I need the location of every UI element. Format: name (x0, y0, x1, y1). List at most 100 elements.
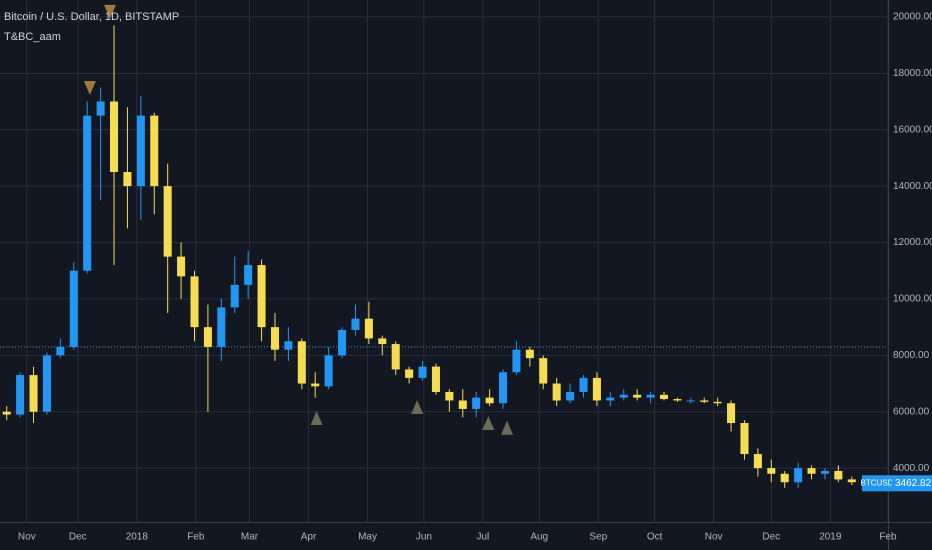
candle-body (713, 401, 722, 404)
candle-body (69, 270, 78, 347)
signal-marker (310, 410, 323, 425)
signal-marker (103, 4, 116, 19)
candle-body (405, 369, 414, 378)
candle-body (2, 411, 11, 415)
x-tick-label: Feb (879, 532, 897, 543)
x-tick-label: Nov (18, 532, 36, 543)
x-tick-label: 2019 (819, 532, 842, 543)
signal-marker (411, 399, 424, 414)
candle-body (485, 397, 494, 404)
candle-body (458, 400, 467, 409)
axes: 4000.00 6000.00 8000.00 10000.00 12000.00 140… (18, 12, 932, 543)
y-tick-label: 8000.00 (893, 350, 930, 361)
candle-body (700, 400, 709, 402)
chart-title: Bitcoin / U.S. Dollar, 1D, BITSTAMP (4, 11, 179, 23)
candle-body (633, 394, 642, 398)
candle-body (566, 391, 575, 401)
candle-body (794, 468, 803, 483)
candle-body (257, 265, 266, 328)
y-tick-label: 12000.00 (893, 237, 932, 248)
candle-body (83, 115, 92, 271)
candle-body (123, 172, 132, 187)
candle-body (807, 468, 816, 474)
candle-body (96, 101, 105, 116)
candle-body (512, 349, 521, 373)
x-tick-label: Sep (589, 532, 607, 543)
y-tick-label: 10000.00 (893, 294, 932, 305)
candle-body (727, 403, 736, 424)
candle-body (525, 349, 534, 359)
candle-body (217, 307, 226, 347)
candle-body (619, 394, 628, 398)
plot-area (0, 4, 888, 488)
signal-marker (482, 416, 495, 431)
candle-body (311, 383, 320, 387)
candle-body (29, 375, 38, 412)
candle-body (351, 318, 360, 330)
y-tick-label: 20000.00 (893, 12, 932, 23)
x-tick-label: Dec (762, 532, 780, 543)
candle-body (847, 479, 856, 483)
candle-body (686, 400, 695, 402)
y-tick-label: 6000.00 (893, 406, 930, 417)
candle-body (753, 454, 762, 469)
y-tick-label: 14000.00 (893, 181, 932, 192)
x-tick-label: Jun (416, 532, 432, 543)
x-tick-label: Aug (530, 532, 548, 543)
candle-body (230, 284, 239, 308)
x-tick-label: Feb (187, 532, 205, 543)
candle-body (324, 355, 333, 387)
x-tick-label: May (358, 532, 377, 543)
indicator-name: T&BC_aam (4, 31, 61, 43)
candle-body (244, 265, 253, 285)
candle-body (297, 341, 306, 384)
x-tick-label: Dec (69, 532, 87, 543)
candle-body (378, 338, 387, 345)
candle-body (364, 318, 373, 339)
candle-body (606, 397, 615, 401)
candle-body (284, 341, 293, 350)
candle-body (673, 399, 682, 401)
candle-body (579, 377, 588, 392)
y-tick-label: 4000.00 (893, 463, 930, 474)
candle-body (431, 366, 440, 392)
candle-body (780, 473, 789, 483)
signal-marker (501, 420, 514, 435)
candle-body (445, 391, 454, 401)
signal-marker (83, 80, 96, 95)
x-tick-label: Mar (241, 532, 259, 543)
candle-body (56, 346, 65, 356)
candle-body (391, 344, 400, 370)
candle-body (646, 394, 655, 398)
last-price-box (892, 475, 932, 492)
symbol-box (862, 475, 892, 492)
candle-body (740, 423, 749, 455)
candle-body (270, 327, 280, 350)
candle-body (659, 394, 669, 400)
candle-body (834, 470, 843, 480)
candle-body (163, 186, 172, 257)
candle-body (767, 468, 776, 474)
candle-body (539, 358, 548, 384)
candle-body (418, 366, 427, 378)
candle-body (150, 115, 159, 187)
candle-body (820, 470, 829, 474)
y-tick-label: 18000.00 (893, 68, 932, 79)
candle-body (177, 256, 186, 277)
x-tick-label: Nov (705, 532, 723, 543)
y-tick-label: 16000.00 (893, 124, 932, 135)
candle-body (109, 101, 119, 173)
candle-body (203, 327, 212, 347)
candle-body (498, 372, 508, 404)
symbol-label: BTCUSD (861, 478, 894, 487)
candle-body (16, 375, 25, 415)
candle-body (190, 276, 199, 328)
candle-body (136, 115, 145, 187)
candle-body (552, 383, 561, 401)
x-tick-label: 2018 (126, 532, 149, 543)
last-price-label: 3462.82 (895, 478, 932, 489)
candle-body (472, 397, 481, 409)
